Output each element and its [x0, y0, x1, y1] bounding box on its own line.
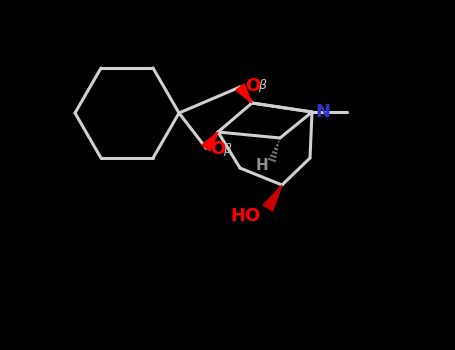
Polygon shape — [263, 185, 282, 211]
Text: β: β — [223, 142, 231, 155]
Text: O: O — [245, 77, 260, 95]
Polygon shape — [202, 132, 218, 151]
Polygon shape — [236, 84, 252, 103]
Text: O: O — [210, 140, 225, 158]
Text: β: β — [258, 79, 266, 92]
Text: N: N — [315, 103, 330, 121]
Text: HO: HO — [231, 207, 261, 225]
Text: H: H — [256, 158, 268, 173]
